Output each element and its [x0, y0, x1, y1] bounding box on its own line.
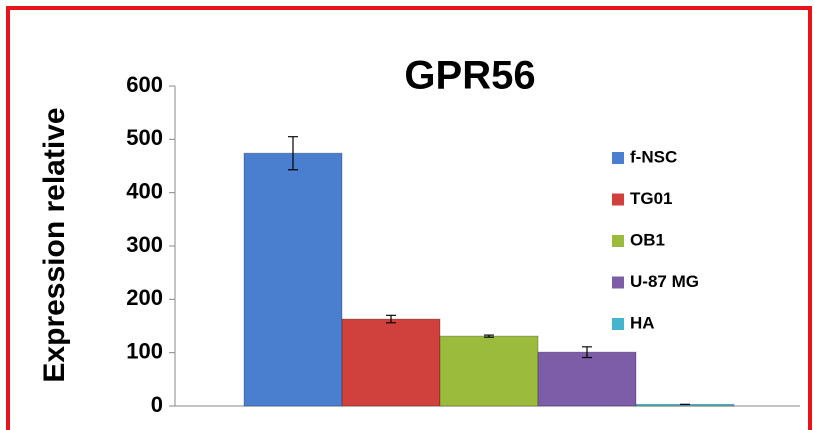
- y-axis-label: Expression relative: [38, 107, 71, 382]
- legend-label: OB1: [630, 230, 665, 249]
- y-tick-label: 300: [126, 232, 163, 257]
- legend-swatch: [612, 235, 624, 247]
- legend-swatch: [612, 152, 624, 164]
- y-tick-label: 400: [126, 178, 163, 203]
- y-tick-label: 0: [151, 392, 163, 417]
- error-bar: [386, 314, 396, 324]
- bar: [243, 152, 343, 407]
- bar: [537, 351, 637, 407]
- y-tick-label: 600: [126, 72, 163, 97]
- y-tick-label: 500: [126, 125, 163, 150]
- y-tick-label: 100: [126, 338, 163, 363]
- legend-swatch: [612, 276, 624, 289]
- legend-label: f-NSC: [630, 147, 677, 166]
- bar: [341, 318, 441, 407]
- legend-label: HA: [630, 313, 655, 332]
- frame: [6, 6, 812, 430]
- error-bar: [582, 346, 592, 359]
- error-bar: [484, 334, 494, 338]
- legend-label: U-87 MG: [630, 272, 699, 291]
- chart-title: GPR56: [404, 54, 535, 98]
- legend-swatch: [612, 318, 624, 330]
- error-bar: [288, 136, 298, 171]
- legend-swatch: [612, 193, 624, 206]
- legend-label: TG01: [630, 189, 673, 208]
- y-tick-label: 200: [126, 285, 163, 310]
- bar: [439, 335, 539, 407]
